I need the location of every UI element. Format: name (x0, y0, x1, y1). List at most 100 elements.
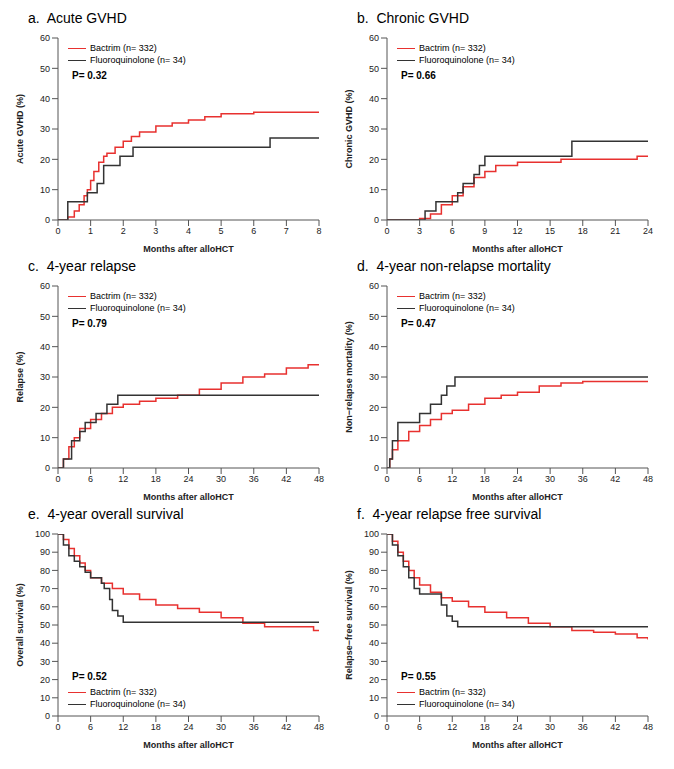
svg-text:6: 6 (417, 474, 422, 484)
svg-text:10: 10 (40, 185, 50, 195)
svg-text:20: 20 (40, 403, 50, 413)
svg-text:Acute GVHD (%): Acute GVHD (%) (15, 94, 25, 164)
svg-text:Months after alloHCT: Months after alloHCT (143, 492, 234, 502)
svg-text:60: 60 (369, 602, 379, 612)
svg-text:18: 18 (578, 226, 588, 236)
svg-text:50: 50 (40, 620, 50, 630)
svg-text:48: 48 (314, 474, 324, 484)
svg-text:100: 100 (364, 529, 379, 539)
svg-text:36: 36 (578, 722, 588, 732)
svg-text:30: 30 (40, 124, 50, 134)
svg-text:48: 48 (643, 722, 653, 732)
svg-text:30: 30 (40, 657, 50, 667)
svg-text:6: 6 (450, 226, 455, 236)
svg-text:18: 18 (480, 722, 490, 732)
svg-text:36: 36 (249, 474, 259, 484)
svg-text:30: 30 (369, 657, 379, 667)
svg-text:50: 50 (369, 312, 379, 322)
svg-text:40: 40 (40, 638, 50, 648)
svg-text:0: 0 (45, 463, 50, 473)
svg-text:0: 0 (45, 215, 50, 225)
svg-text:0: 0 (55, 722, 60, 732)
svg-text:Months after alloHCT: Months after alloHCT (143, 244, 234, 254)
svg-text:70: 70 (369, 584, 379, 594)
svg-text:0: 0 (384, 226, 389, 236)
svg-text:20: 20 (369, 675, 379, 685)
svg-text:70: 70 (40, 584, 50, 594)
svg-text:0: 0 (55, 474, 60, 484)
svg-text:6: 6 (251, 226, 256, 236)
svg-text:10: 10 (40, 693, 50, 703)
svg-text:100: 100 (35, 529, 50, 539)
svg-text:50: 50 (40, 64, 50, 74)
svg-text:20: 20 (40, 675, 50, 685)
svg-text:24: 24 (512, 474, 522, 484)
svg-text:24: 24 (183, 722, 193, 732)
svg-text:Relapse−free survival (%): Relapse−free survival (%) (344, 570, 354, 679)
svg-text:Relapse (%): Relapse (%) (15, 351, 25, 402)
svg-text:42: 42 (281, 474, 291, 484)
svg-text:50: 50 (40, 312, 50, 322)
svg-text:40: 40 (40, 94, 50, 104)
svg-text:48: 48 (314, 722, 324, 732)
svg-text:42: 42 (281, 722, 291, 732)
svg-text:0: 0 (384, 474, 389, 484)
svg-text:9: 9 (482, 226, 487, 236)
svg-text:4: 4 (186, 226, 191, 236)
svg-text:0: 0 (374, 215, 379, 225)
svg-text:7: 7 (284, 226, 289, 236)
svg-text:0: 0 (384, 722, 389, 732)
svg-text:10: 10 (369, 433, 379, 443)
svg-text:Overall survival (%): Overall survival (%) (15, 583, 25, 667)
svg-text:40: 40 (369, 342, 379, 352)
svg-text:60: 60 (40, 33, 50, 43)
svg-text:18: 18 (151, 474, 161, 484)
svg-text:40: 40 (369, 638, 379, 648)
svg-text:3: 3 (417, 226, 422, 236)
svg-text:Non−relapse mortality (%): Non−relapse mortality (%) (344, 321, 354, 432)
svg-text:12: 12 (447, 722, 457, 732)
svg-text:24: 24 (643, 226, 653, 236)
svg-text:20: 20 (40, 155, 50, 165)
svg-text:40: 40 (369, 94, 379, 104)
svg-text:30: 30 (40, 372, 50, 382)
svg-text:60: 60 (369, 281, 379, 291)
svg-text:Months after alloHCT: Months after alloHCT (472, 740, 563, 750)
svg-text:30: 30 (545, 474, 555, 484)
svg-text:80: 80 (369, 566, 379, 576)
svg-text:60: 60 (369, 33, 379, 43)
svg-text:0: 0 (45, 711, 50, 721)
svg-text:90: 90 (40, 547, 50, 557)
svg-text:42: 42 (610, 722, 620, 732)
svg-text:10: 10 (40, 433, 50, 443)
svg-text:12: 12 (118, 722, 128, 732)
svg-text:18: 18 (480, 474, 490, 484)
svg-text:36: 36 (249, 722, 259, 732)
svg-text:50: 50 (369, 620, 379, 630)
svg-text:30: 30 (369, 372, 379, 382)
svg-text:6: 6 (88, 722, 93, 732)
svg-text:0: 0 (374, 711, 379, 721)
svg-text:0: 0 (55, 226, 60, 236)
svg-text:3: 3 (153, 226, 158, 236)
svg-text:5: 5 (219, 226, 224, 236)
svg-text:8: 8 (316, 226, 321, 236)
svg-text:15: 15 (545, 226, 555, 236)
svg-text:Months after alloHCT: Months after alloHCT (472, 244, 563, 254)
svg-text:24: 24 (183, 474, 193, 484)
svg-text:48: 48 (643, 474, 653, 484)
svg-text:2: 2 (121, 226, 126, 236)
svg-text:80: 80 (40, 566, 50, 576)
svg-text:12: 12 (447, 474, 457, 484)
svg-text:1: 1 (88, 226, 93, 236)
svg-text:Months after alloHCT: Months after alloHCT (143, 740, 234, 750)
svg-text:50: 50 (369, 64, 379, 74)
svg-text:6: 6 (417, 722, 422, 732)
svg-text:40: 40 (40, 342, 50, 352)
svg-text:Chronic GVHD (%): Chronic GVHD (%) (344, 89, 354, 168)
svg-text:60: 60 (40, 281, 50, 291)
svg-text:60: 60 (40, 602, 50, 612)
svg-text:10: 10 (369, 693, 379, 703)
svg-text:10: 10 (369, 185, 379, 195)
svg-text:36: 36 (578, 474, 588, 484)
